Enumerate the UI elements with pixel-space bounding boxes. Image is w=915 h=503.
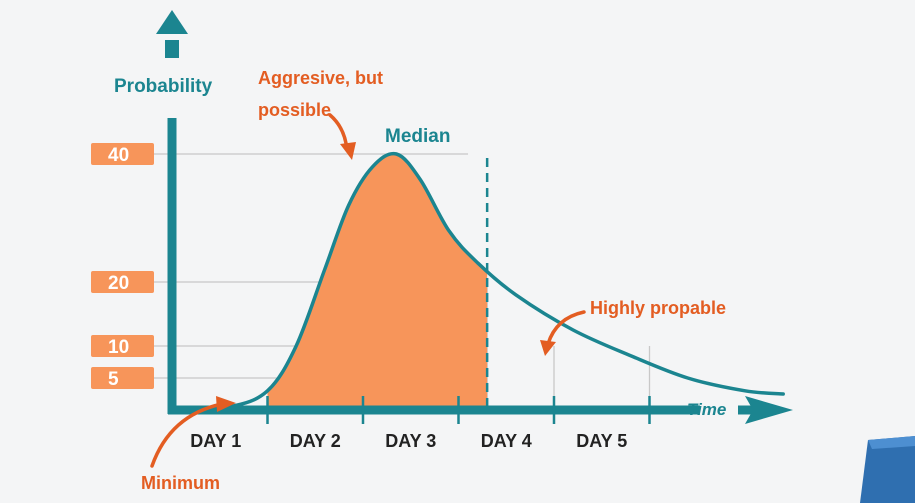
annotation-arrowhead-aggressive: [340, 142, 356, 160]
y-tick-badge: [91, 143, 154, 165]
x-tick-label: DAY 1: [190, 431, 241, 451]
y-tick-label: 20: [108, 273, 129, 294]
y-axis-label: Probability: [114, 76, 213, 97]
y-tick-badge: [91, 335, 154, 357]
x-tick-labels: DAY 1 DAY 2 DAY 3 DAY 4 DAY 5: [190, 396, 651, 451]
y-tick-badge: [91, 271, 154, 293]
annotation-minimum: Minimum: [141, 473, 220, 493]
annotation-aggressive: Aggresive, but: [258, 68, 383, 88]
corner-logo-shape: [860, 436, 915, 503]
y-tick-labels: 40 20 10 5: [91, 143, 154, 390]
x-tick-label: DAY 5: [576, 431, 627, 451]
corner-logo-highlight: [868, 436, 915, 449]
annotation-arrowhead-probable: [540, 340, 556, 356]
annotation-arrow-minimum: [150, 402, 224, 468]
shaded-area: [267, 153, 488, 410]
x-tick-label: DAY 2: [290, 431, 341, 451]
annotations: Aggresive, but possible Median Highly propa…: [141, 68, 726, 493]
y-axis-arrow-head: [156, 10, 188, 34]
annotation-median: Median: [385, 126, 450, 147]
annotation-arrowhead-minimum: [216, 396, 236, 412]
x-tick-label: DAY 4: [481, 431, 532, 451]
annotation-arrow-probable: [546, 310, 586, 346]
annotation-highly-probable: Highly propable: [590, 298, 726, 318]
x-tick-label: DAY 3: [385, 431, 436, 451]
y-axis-arrow: [165, 40, 179, 58]
x-axis-label: Time: [687, 400, 726, 419]
y-tick-badge: [91, 367, 154, 389]
annotation-aggressive-line2: possible: [258, 100, 331, 120]
y-tick-label: 10: [108, 337, 129, 358]
y-tick-label: 40: [108, 145, 129, 166]
probability-curve: [170, 151, 785, 412]
y-tick-label: 5: [108, 369, 119, 390]
x-axis-arrow: [745, 396, 793, 424]
